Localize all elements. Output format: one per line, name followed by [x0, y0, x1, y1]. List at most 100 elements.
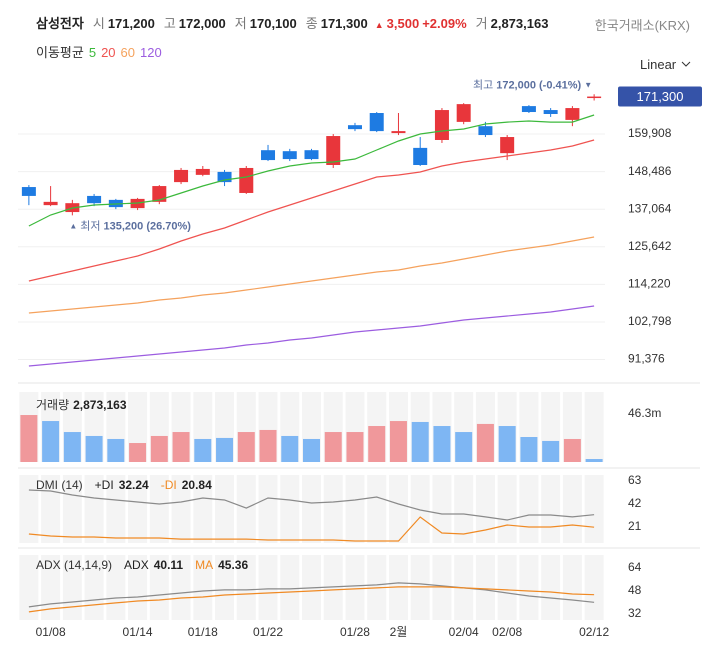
panel-title-name: ADX (14,14,9)	[36, 558, 112, 572]
column-band	[584, 392, 604, 462]
candle-body	[521, 106, 536, 113]
y-tick-label: 159,908	[628, 126, 672, 140]
volume-bar	[585, 459, 603, 462]
scale-menu[interactable]: Linear	[640, 57, 692, 72]
x-tick-label: 01/18	[188, 625, 218, 639]
max-annotation: 최고 172,000 (-0.41%) ▼	[473, 78, 592, 91]
quote-value: 172,000	[178, 16, 226, 31]
volume-bar	[303, 438, 320, 462]
indicator-line	[28, 516, 595, 542]
volume-bar	[194, 438, 212, 462]
column-band	[62, 555, 82, 620]
min-arrow: ▲	[69, 221, 77, 230]
quote-value: 170,100	[249, 16, 297, 31]
quote-label: 종	[305, 16, 318, 31]
legend-entry: 120	[140, 45, 162, 60]
ma-line	[28, 236, 595, 314]
x-tick-label: 01/14	[123, 625, 153, 639]
ma-line	[28, 114, 595, 227]
candle-body	[239, 167, 254, 193]
column-band	[19, 475, 39, 543]
volume-bar	[476, 423, 494, 462]
ma-legend-title: 이동평균	[36, 45, 84, 60]
volume-bar	[498, 426, 516, 462]
column-band	[323, 555, 343, 620]
candle-body	[565, 108, 580, 120]
column-band	[410, 475, 430, 543]
volume-bar	[259, 429, 277, 462]
y-tick-label: 102,798	[628, 314, 672, 328]
column-band	[497, 555, 517, 620]
column-band	[562, 555, 582, 620]
exchange: 한국거래소(KRX)	[594, 18, 690, 33]
column-band	[541, 475, 561, 543]
column-band	[215, 555, 235, 620]
candle-body	[347, 125, 362, 130]
column-band	[280, 475, 300, 543]
volume-bar	[150, 435, 168, 462]
candle-body	[478, 126, 493, 136]
x-tick-label: 01/28	[340, 625, 370, 639]
candle-body	[217, 171, 232, 183]
max-text: 172,000 (-0.41%)	[496, 79, 581, 91]
min-annotation: ▲ 최저 135,200 (26.70%)	[69, 219, 191, 232]
legend-name: +DI	[95, 478, 114, 492]
candle-body	[543, 110, 558, 114]
column-band	[345, 555, 365, 620]
volume-bar	[42, 421, 60, 462]
candle-body	[369, 113, 384, 132]
column-band	[302, 475, 321, 543]
column-band	[106, 475, 126, 543]
column-band	[236, 555, 256, 620]
panel-title-name: DMI (14)	[36, 478, 83, 492]
quote-value: 171,200	[107, 16, 155, 31]
scale-menu-label[interactable]: Linear	[640, 57, 677, 72]
ma-line	[28, 139, 595, 282]
candle-body	[413, 147, 428, 165]
y-tick-label: 42	[628, 496, 642, 510]
column-band	[345, 475, 365, 543]
legend-name: MA	[195, 558, 213, 572]
column-band	[541, 555, 561, 620]
volume-bar	[411, 421, 429, 462]
volume-bar	[281, 435, 299, 462]
legend-value: 45.36	[218, 558, 248, 572]
candle-body	[304, 150, 319, 160]
volume-value: 2,873,163	[490, 16, 549, 31]
volume-bar	[237, 432, 255, 462]
column-band	[149, 555, 169, 620]
candle-body	[456, 104, 471, 122]
y-tick-label: 114,220	[628, 277, 671, 291]
y-tick-label: 64	[628, 560, 642, 574]
column-band	[236, 475, 256, 543]
volume-bar	[85, 435, 103, 462]
column-band	[584, 475, 604, 543]
candle-body	[434, 110, 449, 140]
y-tick-label: 125,642	[628, 239, 672, 253]
last-price-tag	[618, 86, 702, 107]
x-tick-label: 2월	[390, 625, 408, 639]
min-label: 최저	[80, 219, 100, 232]
y-tick-label: 137,064	[628, 201, 672, 215]
panel-title: ADX (14,14,9) ADX 40.11 MA 45.36	[36, 558, 248, 572]
legend-value: 40.11	[154, 558, 184, 572]
candle-body	[195, 168, 210, 175]
legend-entry: 60	[120, 45, 136, 60]
panel-title: DMI (14) +DI 32.24 -DI 20.84	[36, 478, 212, 492]
volume-bar	[324, 432, 342, 462]
column-band	[497, 475, 517, 543]
legend-entry: 5	[88, 45, 97, 60]
indicator-line	[28, 586, 595, 613]
x-tick-label: 02/12	[579, 625, 609, 639]
column-band	[258, 475, 278, 543]
column-band	[562, 475, 582, 543]
candle-body	[21, 187, 36, 196]
legend-name: -DI	[161, 478, 177, 492]
last-price-label: 171,300	[637, 89, 684, 104]
legend-entry: 20	[101, 45, 116, 60]
column-band	[149, 475, 169, 543]
min-text: 135,200 (26.70%)	[104, 220, 192, 232]
volume-bar	[107, 438, 125, 462]
column-band	[19, 555, 39, 620]
